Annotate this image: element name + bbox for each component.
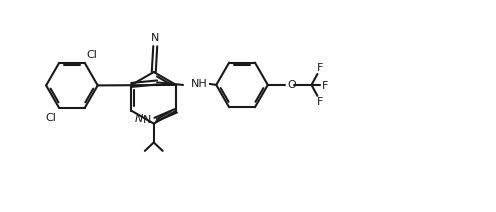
Text: N: N bbox=[135, 114, 143, 124]
Text: N: N bbox=[143, 115, 151, 125]
Text: F: F bbox=[316, 63, 323, 73]
Text: Cl: Cl bbox=[86, 50, 97, 60]
Text: F: F bbox=[316, 97, 323, 107]
Text: NH: NH bbox=[190, 79, 207, 89]
Text: F: F bbox=[321, 81, 328, 91]
Text: Cl: Cl bbox=[46, 113, 57, 123]
Text: O: O bbox=[287, 80, 296, 90]
Text: N: N bbox=[151, 33, 159, 43]
